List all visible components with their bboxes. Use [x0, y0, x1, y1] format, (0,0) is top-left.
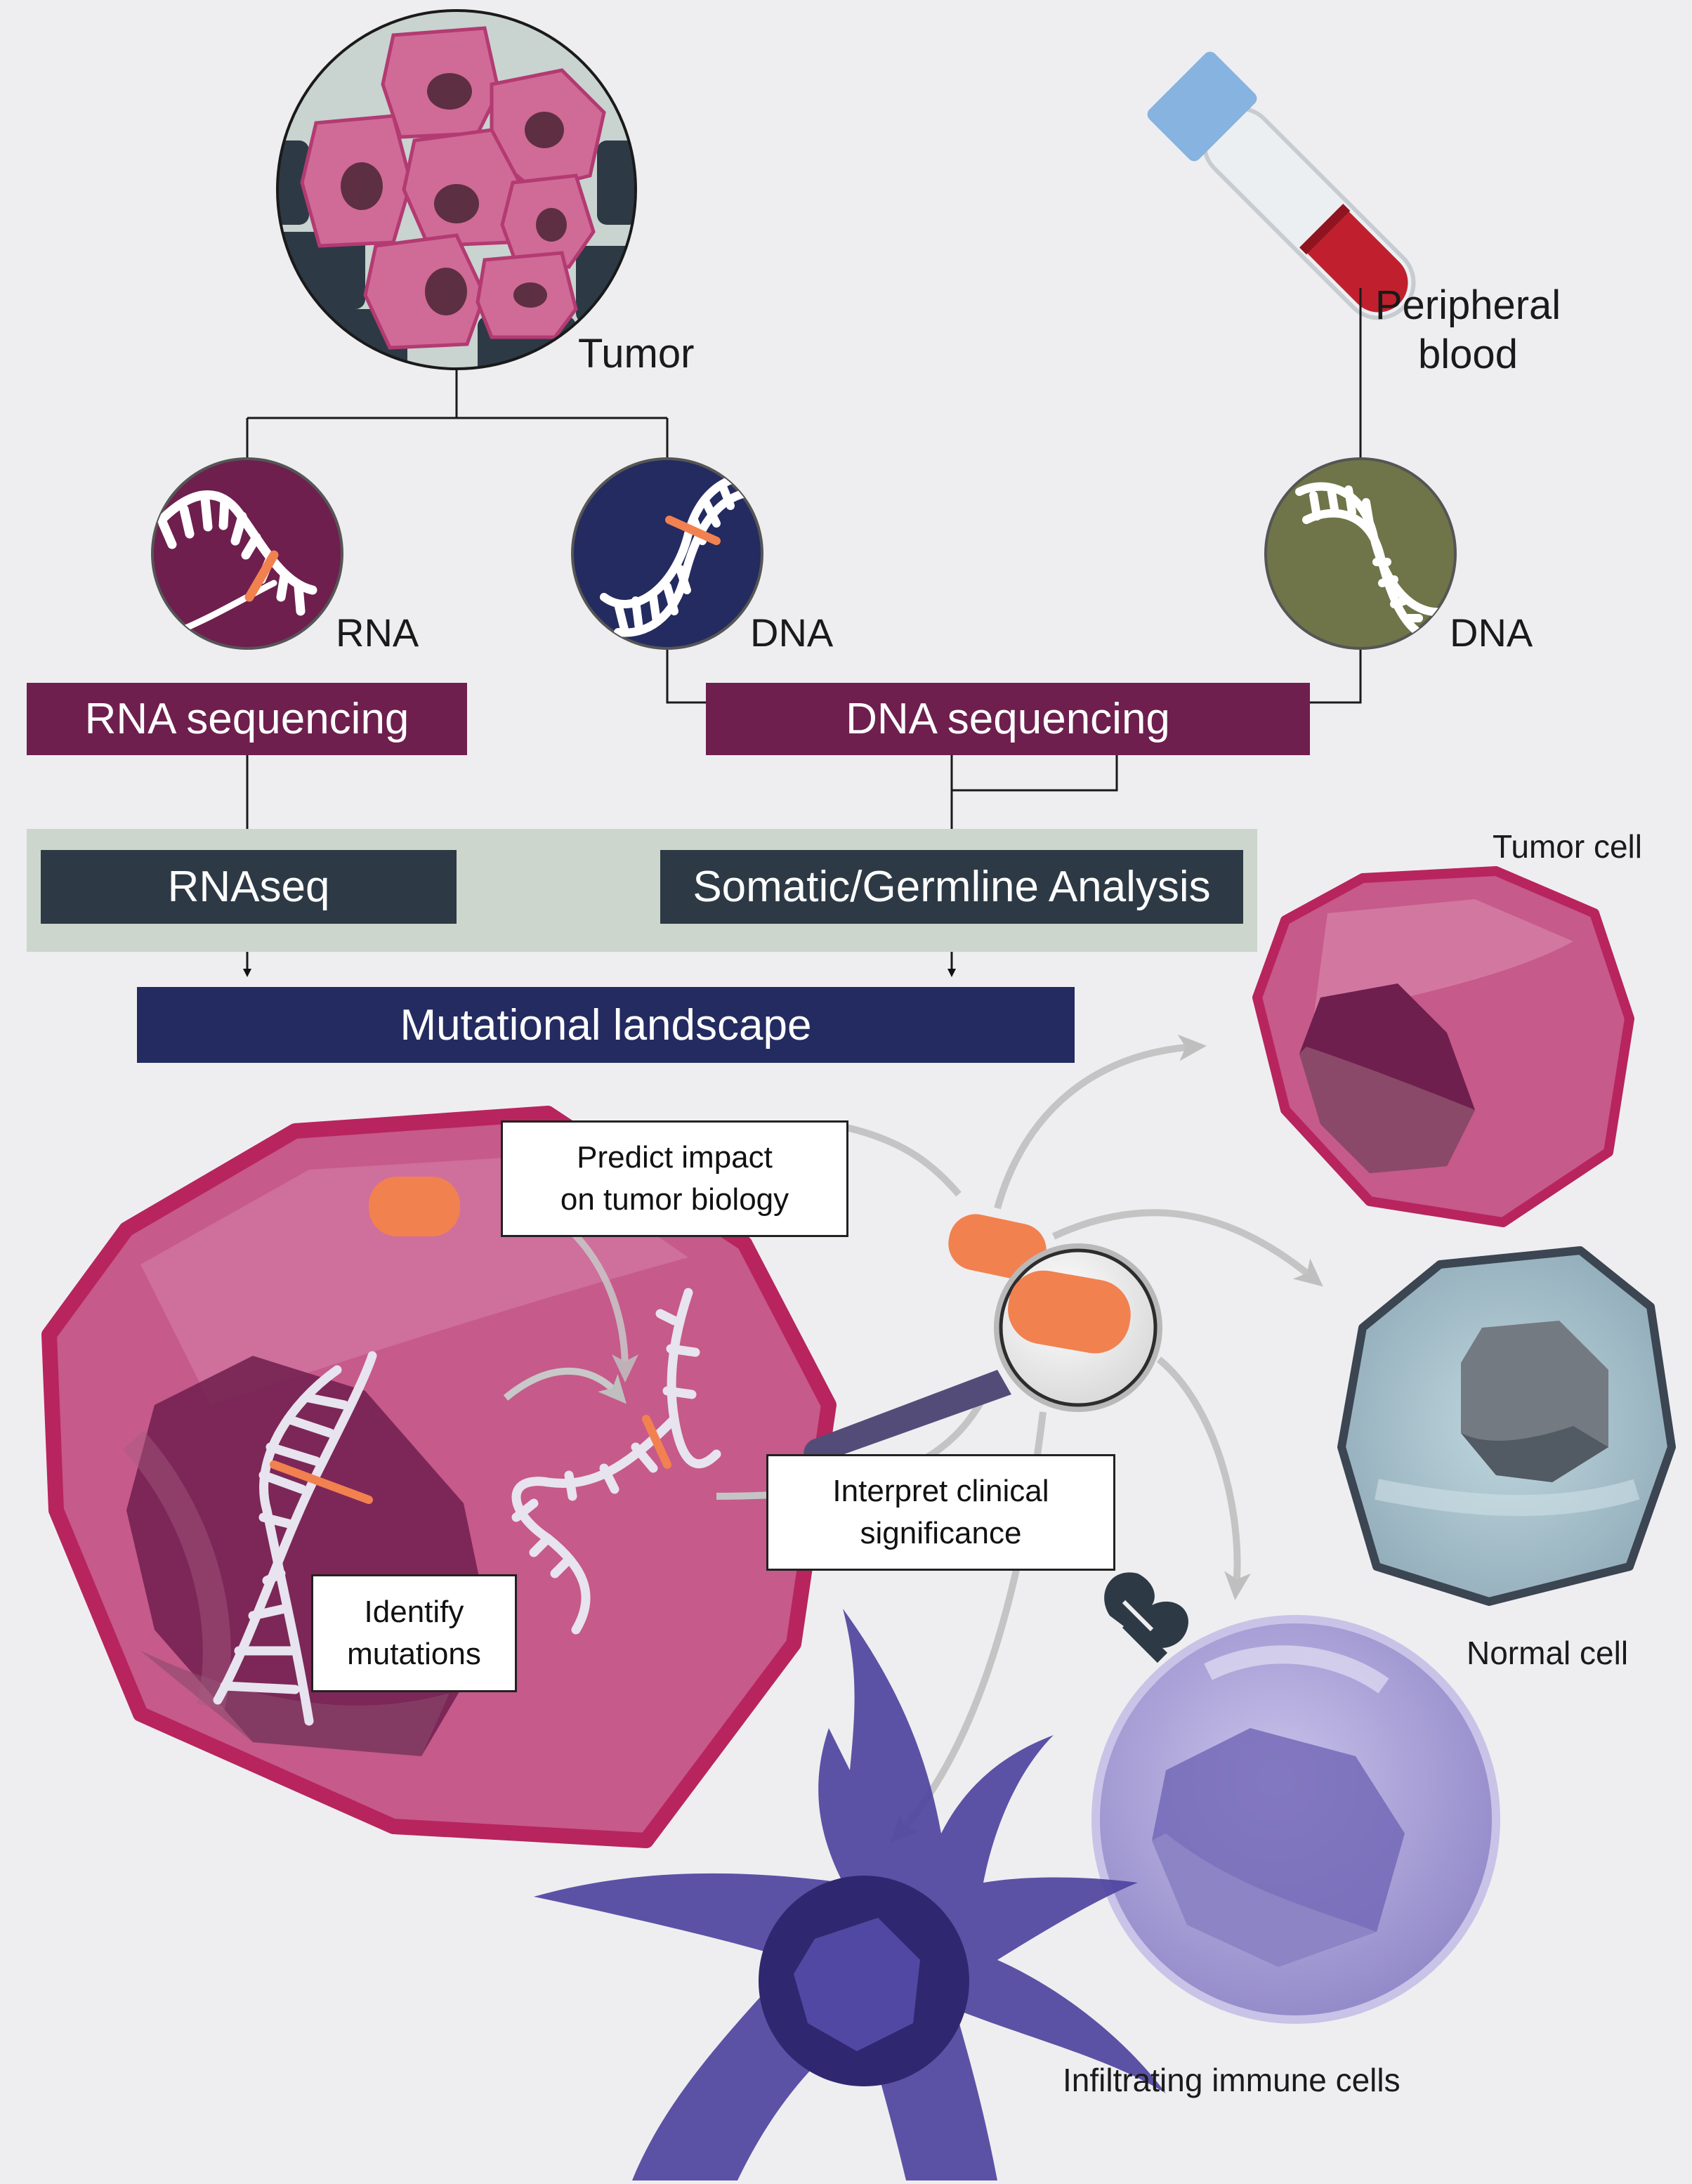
dna-tumor-label: DNA: [750, 610, 834, 655]
dna-blood-icon: [1264, 457, 1457, 650]
tumor-cell-icon: [1252, 866, 1634, 1227]
dendritic-cell-icon: [534, 1609, 1166, 2180]
rnaseq-bar: RNAseq: [41, 850, 457, 924]
tumor-label: Tumor: [578, 331, 695, 377]
identify-mutations-text: Identify mutations: [347, 1595, 481, 1671]
peripheral-blood-label: Peripheral blood: [1375, 282, 1561, 377]
dna-blood-label: DNA: [1450, 610, 1533, 655]
predict-impact-box: Predict impact on tumor biology: [501, 1120, 848, 1237]
mrna-strand-icon: [511, 1288, 721, 1635]
rna-label: RNA: [336, 610, 419, 655]
magnifier-icon: [804, 1214, 1162, 1465]
predict-impact-text: Predict impact on tumor biology: [560, 1140, 789, 1217]
dna-tumor-icon: [571, 457, 763, 650]
tumor-tissue-icon: [276, 9, 637, 370]
dna-helix-icon: [213, 1351, 377, 1726]
interpret-significance-text: Interpret clinical significance: [832, 1474, 1049, 1550]
normal-cell-label: Normal cell: [1467, 1635, 1629, 1671]
mutational-landscape-bar: Mutational landscape: [137, 987, 1075, 1063]
receptor-icon: [1104, 1572, 1188, 1663]
dna-sequencing-bar: DNA sequencing: [706, 683, 1310, 755]
immune-cells-label: Infiltrating immune cells: [1063, 2062, 1401, 2098]
identify-mutations-box: Identify mutations: [311, 1574, 517, 1692]
rna-icon: [151, 457, 343, 650]
rna-sequencing-bar: RNA sequencing: [27, 683, 467, 755]
interpret-significance-box: Interpret clinical significance: [766, 1454, 1115, 1571]
mutated-protein-icon: [369, 1177, 460, 1236]
somatic-germline-bar: Somatic/Germline Analysis: [660, 850, 1243, 924]
normal-cell-icon: [1337, 1246, 1676, 1606]
tumor-cell-label: Tumor cell: [1493, 828, 1642, 865]
lymphocyte-icon: [1091, 1572, 1500, 2024]
blood-tube-icon: [1147, 51, 1416, 320]
